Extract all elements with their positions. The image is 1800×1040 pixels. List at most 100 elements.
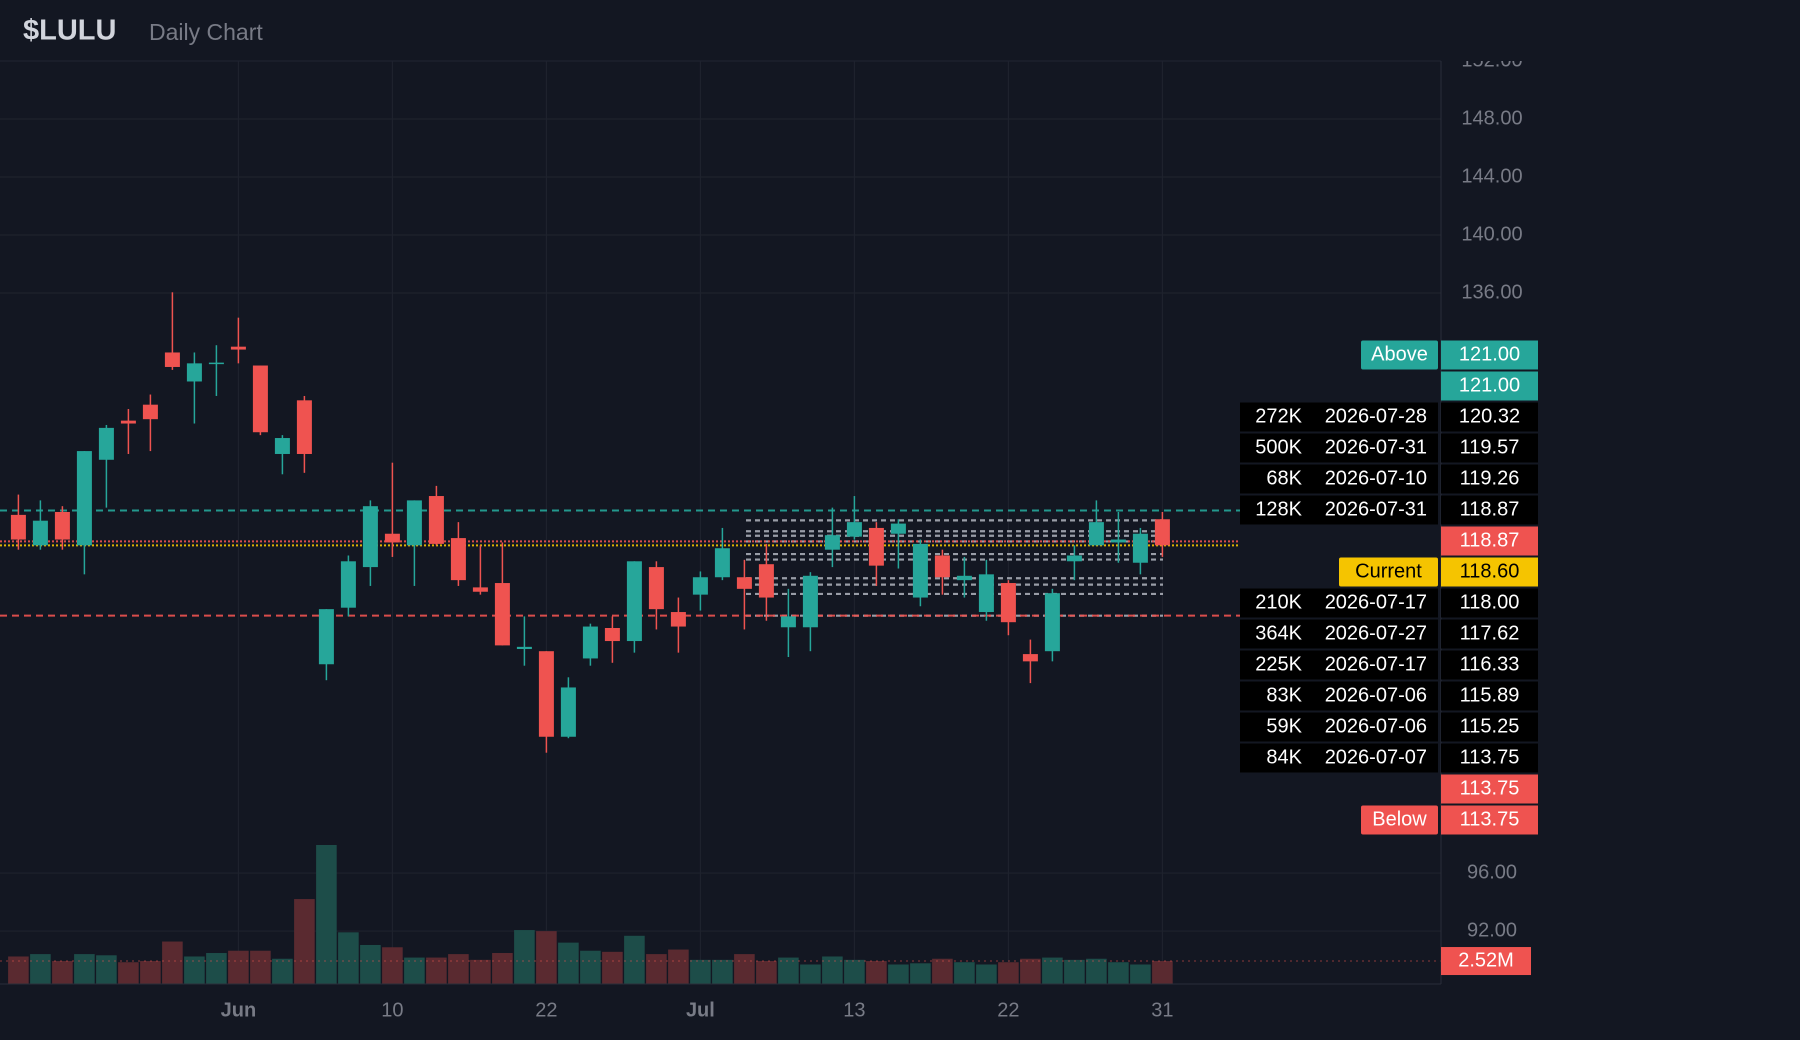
x-tick-label: 22 [535,999,557,1021]
level-info-box [1240,433,1438,463]
price-label: 113.75 [1460,777,1520,799]
candle-body [1000,583,1016,623]
volume-bar [712,959,733,984]
volume-bar [624,935,645,984]
candle-body [98,427,114,460]
volume-bar [1108,962,1129,984]
level-info-box [1240,712,1438,742]
candle-body [1022,654,1038,662]
candle-body [186,363,202,382]
level-info-box [1240,588,1438,618]
volume-bar [844,959,865,984]
volume-bar [404,957,425,984]
y-tick-label: 140.00 [1461,223,1522,245]
volume-bar [756,961,777,984]
price-label-box [1441,526,1538,556]
chart-subtitle: Daily Chart [149,19,263,45]
level-info-box [1240,402,1438,432]
volume-bar [162,941,183,984]
level-date: 2026-07-06 [1325,715,1427,737]
price-label: 118.87 [1460,529,1520,551]
price-label-box [1441,774,1538,804]
level-date: 2026-07-27 [1325,622,1427,644]
candle-body [142,404,158,420]
level-date: 2026-07-17 [1325,653,1427,675]
price-label-box [1441,805,1538,835]
volume-bar [470,959,491,984]
candle-body [472,587,488,592]
price-label-box [1441,495,1538,525]
y-tick-label: 144.00 [1461,165,1522,187]
level-volume: 210K [1255,591,1302,613]
volume-bar [272,958,293,984]
candle-body [802,575,818,628]
candle-body [912,543,928,598]
price-label-name-box [1361,340,1438,370]
candle-body [1110,539,1126,543]
y-tick-label: 136.00 [1461,281,1522,303]
candle-body [890,523,906,534]
volume-bar [734,954,755,984]
level-date: 2026-07-06 [1325,684,1427,706]
level-volume: 225K [1255,653,1302,675]
candle-body [824,535,840,550]
candle-body [1088,522,1104,546]
candle-body [76,451,92,546]
candle-body [934,555,950,578]
price-label: 117.62 [1460,622,1520,644]
price-label-box [1441,340,1538,370]
y-tick-label: 96.00 [1467,861,1517,883]
candle-body [32,520,48,546]
x-tick-label: Jun [221,999,257,1021]
volume-bar [206,953,227,984]
candle-body [604,627,620,642]
level-volume: 59K [1266,715,1302,737]
candle-body [868,527,884,566]
candle-body [384,533,400,543]
volume-bar [1130,964,1151,984]
volume-bar [448,954,469,984]
candle-body [978,574,994,613]
price-label: 115.89 [1460,684,1520,706]
volume-bar [8,956,29,984]
price-label-box [1441,743,1538,773]
volume-bar [1020,958,1041,984]
candle-body [670,612,686,627]
level-date: 2026-07-10 [1325,467,1427,489]
price-label-name-box [1361,805,1438,835]
candle-body [318,609,334,665]
volume-bar [866,961,887,984]
price-label: 119.26 [1460,467,1520,489]
y-tick-label: 148.00 [1461,107,1522,129]
time-axis: Jun 10 22 Jul 13 22 31 [221,999,1174,1021]
price-label: 113.75 [1460,746,1520,768]
price-label: 118.87 [1460,498,1520,520]
volume-bar [998,962,1019,984]
price-label: 120.32 [1459,405,1520,427]
volume-bar [250,950,271,984]
candle-body [362,506,378,568]
volume-bar [822,956,843,984]
level-date: 2026-07-31 [1325,436,1427,458]
price-label-box [1441,619,1538,649]
level-date: 2026-07-17 [1325,591,1427,613]
volume-label-box [1441,947,1531,976]
candles [10,292,1170,753]
volume-bar [690,959,711,984]
volume-bar [184,956,205,984]
level-volume: 500K [1255,436,1302,458]
price-label-name: Below [1372,808,1427,830]
candle-body [450,538,466,581]
x-tick-label: 31 [1151,999,1173,1021]
candle-body [846,522,862,537]
grid [0,60,1441,984]
x-tick-label: Jul [686,999,715,1021]
volume-bar [96,955,117,984]
volume-bar [954,962,975,984]
volume-label: 2.52M [1458,949,1514,971]
volume-bar [382,947,403,984]
volume-bar [30,954,51,984]
candle-body [428,496,444,544]
